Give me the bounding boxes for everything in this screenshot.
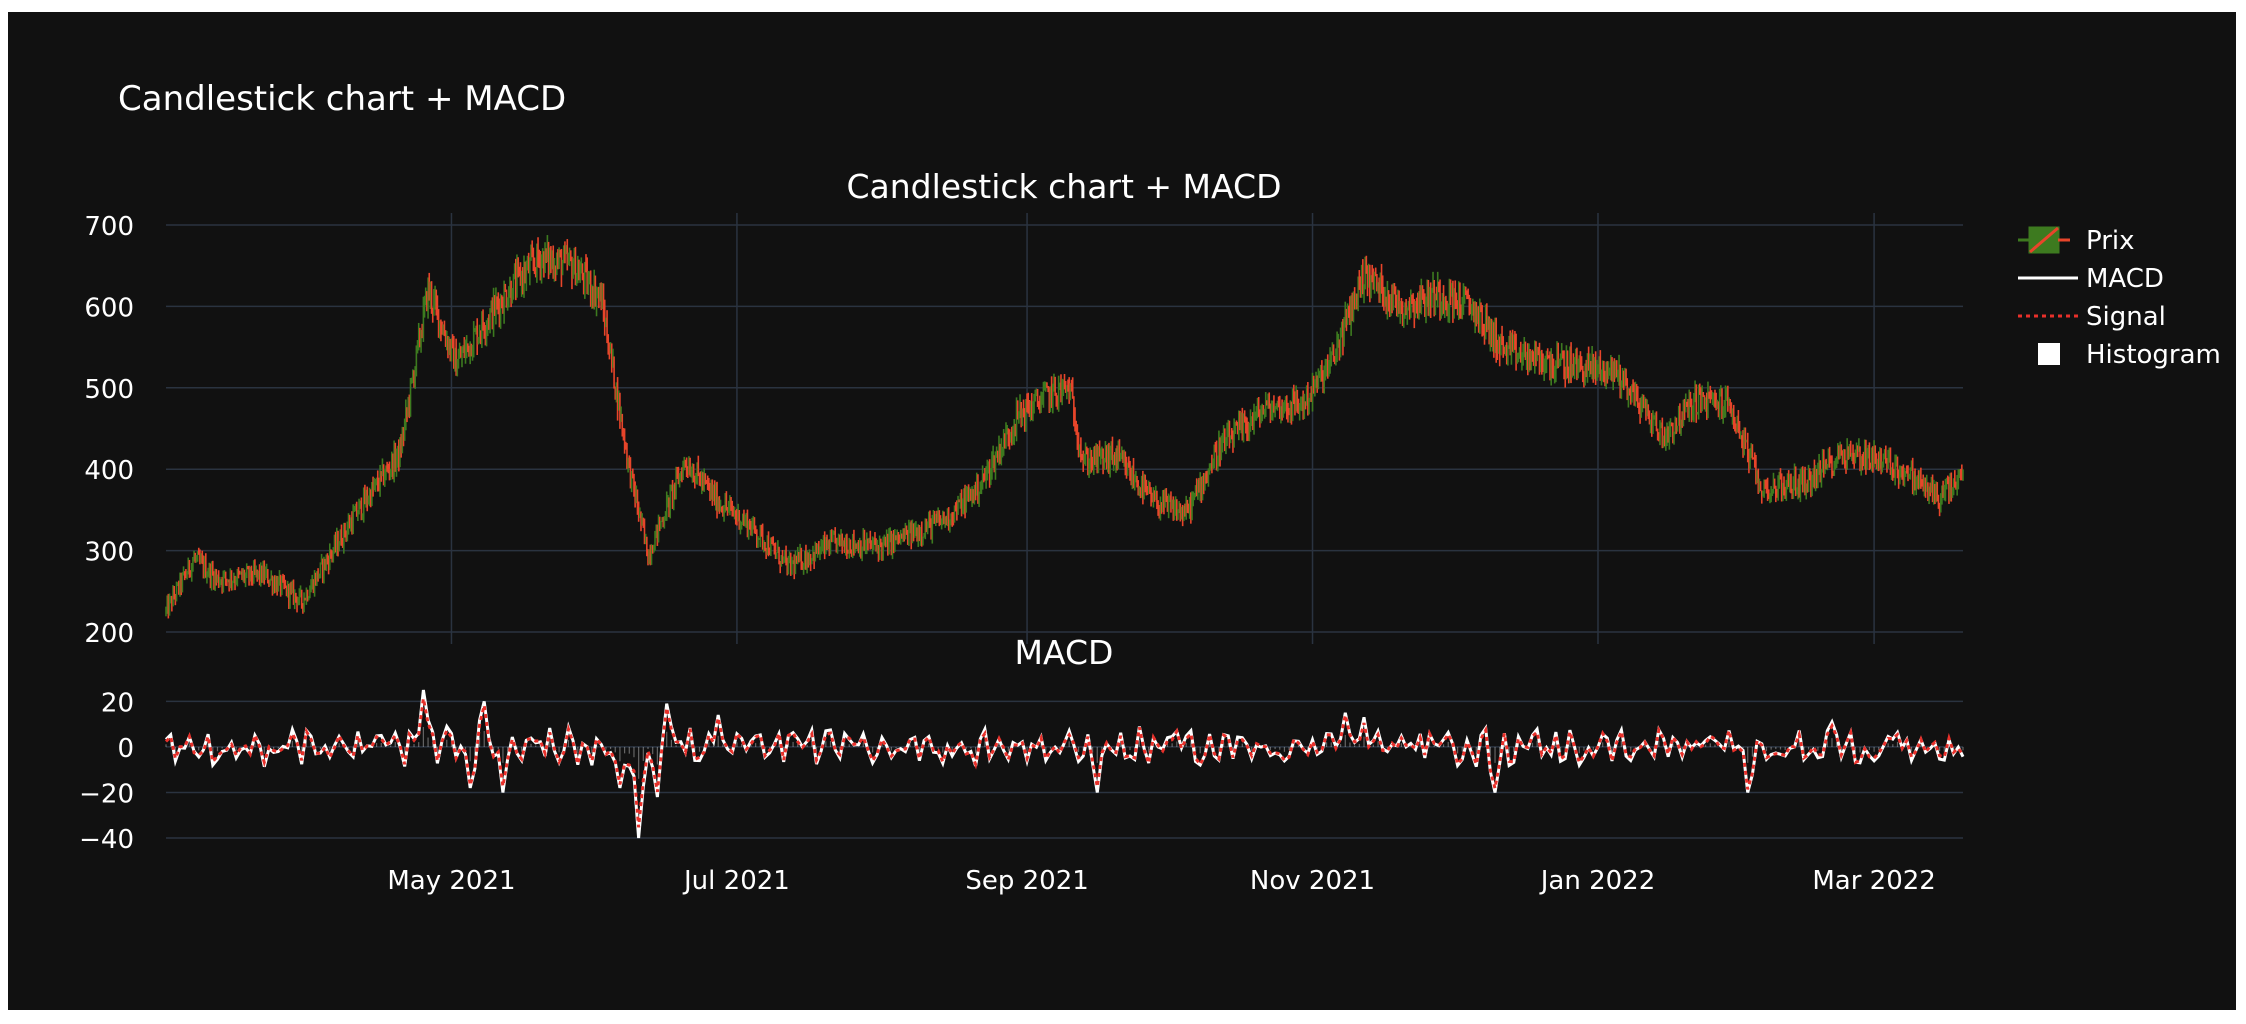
legend-square-icon <box>2038 343 2060 365</box>
legend-item-prix[interactable]: Prix <box>2018 226 2135 256</box>
legend-item-histogram[interactable]: Histogram <box>2038 340 2221 370</box>
macd-y-tick-label: 20 <box>101 688 134 718</box>
legend-label: Signal <box>2086 302 2166 332</box>
macd-y-tick-label: 0 <box>117 734 134 764</box>
x-tick-label: Nov 2021 <box>1250 866 1375 896</box>
macd-panel-title: MACD <box>1015 633 1114 672</box>
axis-layer: 200 300 400 500 600 700 −40 −20 0 20 May 2021 Jul 2… <box>79 212 1936 896</box>
chart-figure: Candlestick chart + MACD Candlestick cha… <box>8 12 2236 1010</box>
x-tick-label: Jul 2021 <box>682 866 790 896</box>
price-y-tick-label: 300 <box>84 538 134 568</box>
x-tick-label: Sep 2021 <box>965 866 1088 896</box>
legend-label: Histogram <box>2086 340 2221 370</box>
legend-item-signal[interactable]: Signal <box>2018 302 2166 332</box>
macd-y-tick-label: −40 <box>79 825 134 855</box>
legend[interactable]: Prix MACD Signal Histogram <box>2018 226 2221 370</box>
legend-label: MACD <box>2086 264 2164 294</box>
x-tick-label: Jan 2022 <box>1539 866 1656 896</box>
price-y-tick-label: 400 <box>84 456 134 486</box>
price-y-tick-label: 600 <box>84 293 134 323</box>
macd-series <box>164 689 1965 839</box>
legend-label: Prix <box>2086 226 2135 256</box>
macd-line <box>164 689 1965 839</box>
macd-y-tick-label: −20 <box>79 779 134 809</box>
legend-candle-slash-icon <box>2029 226 2059 254</box>
x-tick-label: May 2021 <box>387 866 515 896</box>
price-y-tick-label: 700 <box>84 212 134 242</box>
signal-line <box>164 698 1965 828</box>
price-panel-title: Candlestick chart + MACD <box>847 167 1282 206</box>
x-tick-label: Mar 2022 <box>1812 866 1936 896</box>
price-y-tick-label: 200 <box>84 619 134 649</box>
candlestick-series <box>165 235 1964 619</box>
grid-layer <box>166 213 1963 839</box>
chart-svg: Candlestick chart + MACD Candlestick cha… <box>79 79 2221 896</box>
figure-title: Candlestick chart + MACD <box>118 79 566 119</box>
price-y-tick-label: 500 <box>84 375 134 405</box>
legend-item-macd[interactable]: MACD <box>2018 264 2164 294</box>
